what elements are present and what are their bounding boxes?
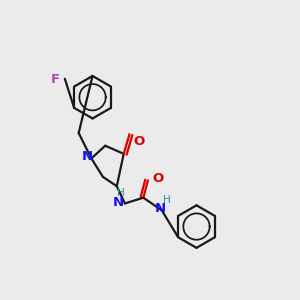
Text: N: N xyxy=(155,202,166,215)
Text: N: N xyxy=(82,150,93,163)
Text: F: F xyxy=(51,73,60,86)
Text: N: N xyxy=(112,196,124,209)
Text: H: H xyxy=(117,188,124,198)
Text: O: O xyxy=(152,172,164,185)
Text: H: H xyxy=(163,195,171,205)
Text: O: O xyxy=(133,135,144,148)
